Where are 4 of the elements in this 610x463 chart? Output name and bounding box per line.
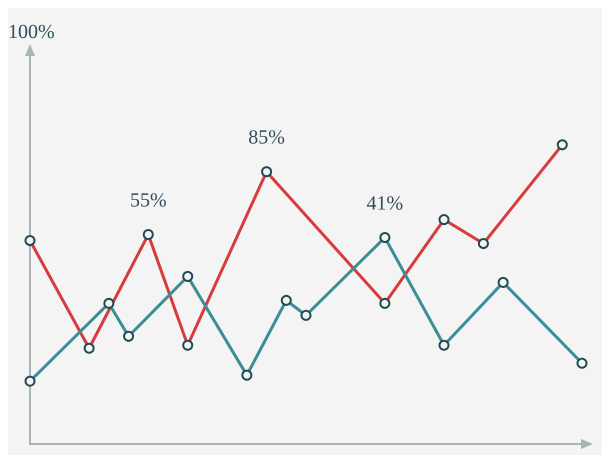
text: 100% <box>8 21 55 43</box>
annotation: 85% <box>248 126 285 149</box>
annotation: 41% <box>366 192 404 215</box>
annotation: 55% <box>130 190 167 212</box>
